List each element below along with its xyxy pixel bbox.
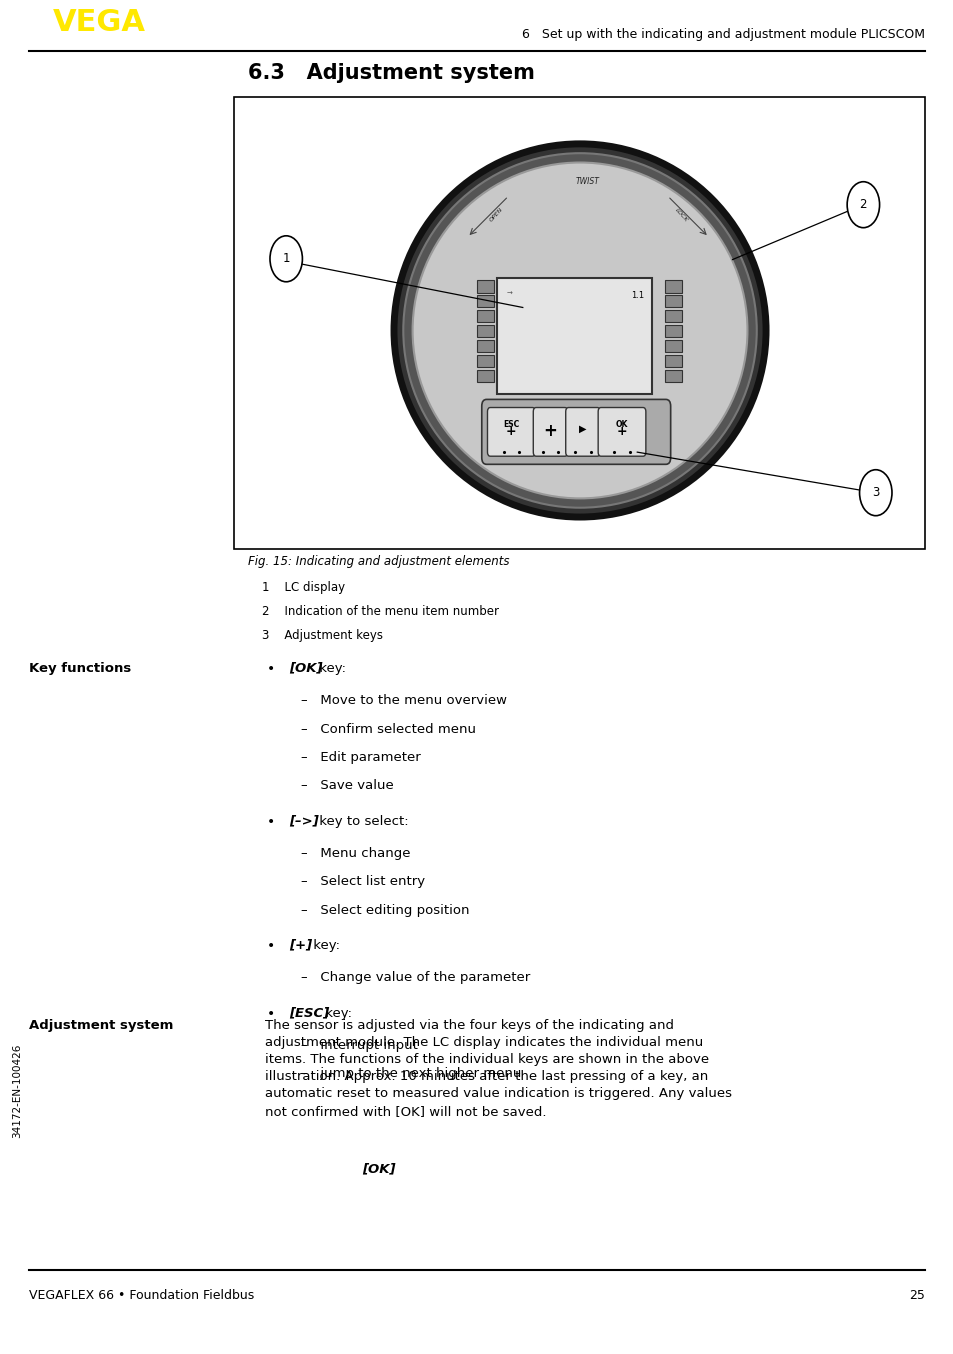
Text: –   Move to the menu overview: – Move to the menu overview: [301, 695, 507, 707]
FancyBboxPatch shape: [476, 295, 494, 307]
Text: •: •: [267, 662, 274, 676]
Text: TWIST: TWIST: [575, 176, 599, 185]
Text: 1: 1: [282, 252, 290, 265]
Text: 1    LC display: 1 LC display: [262, 581, 345, 593]
Text: key:: key:: [321, 1006, 352, 1020]
Text: key to select:: key to select:: [314, 815, 408, 827]
Text: –   Select editing position: – Select editing position: [301, 903, 470, 917]
Text: –   Confirm selected menu: – Confirm selected menu: [301, 723, 476, 735]
Text: 3    Adjustment keys: 3 Adjustment keys: [262, 630, 383, 642]
Text: –   Change value of the parameter: – Change value of the parameter: [301, 971, 530, 984]
Text: [OK]: [OK]: [362, 1162, 395, 1175]
Text: VEGA: VEGA: [52, 8, 145, 37]
FancyBboxPatch shape: [664, 355, 681, 367]
Text: The sensor is adjusted via the four keys of the indicating and
adjustment module: The sensor is adjusted via the four keys…: [265, 1018, 732, 1117]
FancyBboxPatch shape: [497, 278, 651, 394]
FancyBboxPatch shape: [476, 370, 494, 382]
FancyBboxPatch shape: [476, 280, 494, 292]
Text: OK: OK: [616, 420, 627, 429]
FancyBboxPatch shape: [598, 408, 645, 456]
Text: +: +: [543, 421, 557, 440]
Text: 2    Indication of the menu item number: 2 Indication of the menu item number: [262, 605, 498, 617]
Text: VEGAFLEX 66 • Foundation Fieldbus: VEGAFLEX 66 • Foundation Fieldbus: [29, 1289, 253, 1303]
Text: –   Select list entry: – Select list entry: [301, 875, 425, 888]
Text: key:: key:: [308, 938, 339, 952]
Text: ESC: ESC: [502, 420, 519, 429]
Text: LOCK: LOCK: [673, 207, 688, 222]
Ellipse shape: [403, 153, 756, 508]
Text: •: •: [267, 938, 274, 953]
Text: 2: 2: [859, 198, 866, 211]
Text: 6   Set up with the indicating and adjustment module PLICSCOM: 6 Set up with the indicating and adjustm…: [522, 28, 924, 41]
Text: Key functions: Key functions: [29, 662, 131, 674]
Text: –   Save value: – Save value: [301, 780, 394, 792]
Text: 25: 25: [908, 1289, 924, 1303]
FancyBboxPatch shape: [664, 325, 681, 337]
Text: →: →: [506, 291, 512, 298]
FancyBboxPatch shape: [565, 408, 599, 456]
Text: +: +: [616, 425, 627, 439]
Text: +: +: [505, 425, 517, 439]
Text: Adjustment system: Adjustment system: [29, 1018, 172, 1032]
Text: –   Edit parameter: – Edit parameter: [301, 751, 421, 764]
Circle shape: [859, 470, 891, 516]
Text: Fig. 15: Indicating and adjustment elements: Fig. 15: Indicating and adjustment eleme…: [248, 555, 509, 567]
Text: 3: 3: [871, 486, 879, 500]
FancyBboxPatch shape: [664, 295, 681, 307]
Text: –   Menu change: – Menu change: [301, 848, 411, 860]
Text: ▶: ▶: [578, 424, 586, 435]
Text: [ESC]: [ESC]: [289, 1006, 329, 1020]
Ellipse shape: [412, 162, 747, 498]
Text: [–>]: [–>]: [289, 815, 318, 827]
FancyBboxPatch shape: [664, 340, 681, 352]
FancyBboxPatch shape: [664, 280, 681, 292]
Circle shape: [270, 236, 302, 282]
FancyBboxPatch shape: [487, 408, 535, 456]
Text: –   interrupt input: – interrupt input: [301, 1039, 418, 1052]
Text: [OK]: [OK]: [289, 662, 322, 674]
FancyBboxPatch shape: [476, 340, 494, 352]
FancyBboxPatch shape: [533, 408, 567, 456]
Text: 1.1: 1.1: [630, 291, 643, 301]
Text: OPEN: OPEN: [488, 207, 503, 223]
Text: key:: key:: [314, 662, 346, 674]
FancyBboxPatch shape: [233, 96, 924, 550]
Text: 6.3   Adjustment system: 6.3 Adjustment system: [248, 62, 535, 83]
FancyBboxPatch shape: [664, 310, 681, 322]
FancyBboxPatch shape: [476, 325, 494, 337]
FancyBboxPatch shape: [481, 399, 670, 464]
Text: •: •: [267, 1006, 274, 1021]
Text: 34172-EN-100426: 34172-EN-100426: [12, 1043, 22, 1137]
FancyBboxPatch shape: [664, 370, 681, 382]
Text: [+]: [+]: [289, 938, 312, 952]
Text: •: •: [267, 815, 274, 829]
Text: –   jump to the next higher menu: – jump to the next higher menu: [301, 1067, 521, 1080]
Ellipse shape: [394, 144, 765, 517]
FancyBboxPatch shape: [476, 355, 494, 367]
Circle shape: [846, 181, 879, 227]
FancyBboxPatch shape: [476, 310, 494, 322]
